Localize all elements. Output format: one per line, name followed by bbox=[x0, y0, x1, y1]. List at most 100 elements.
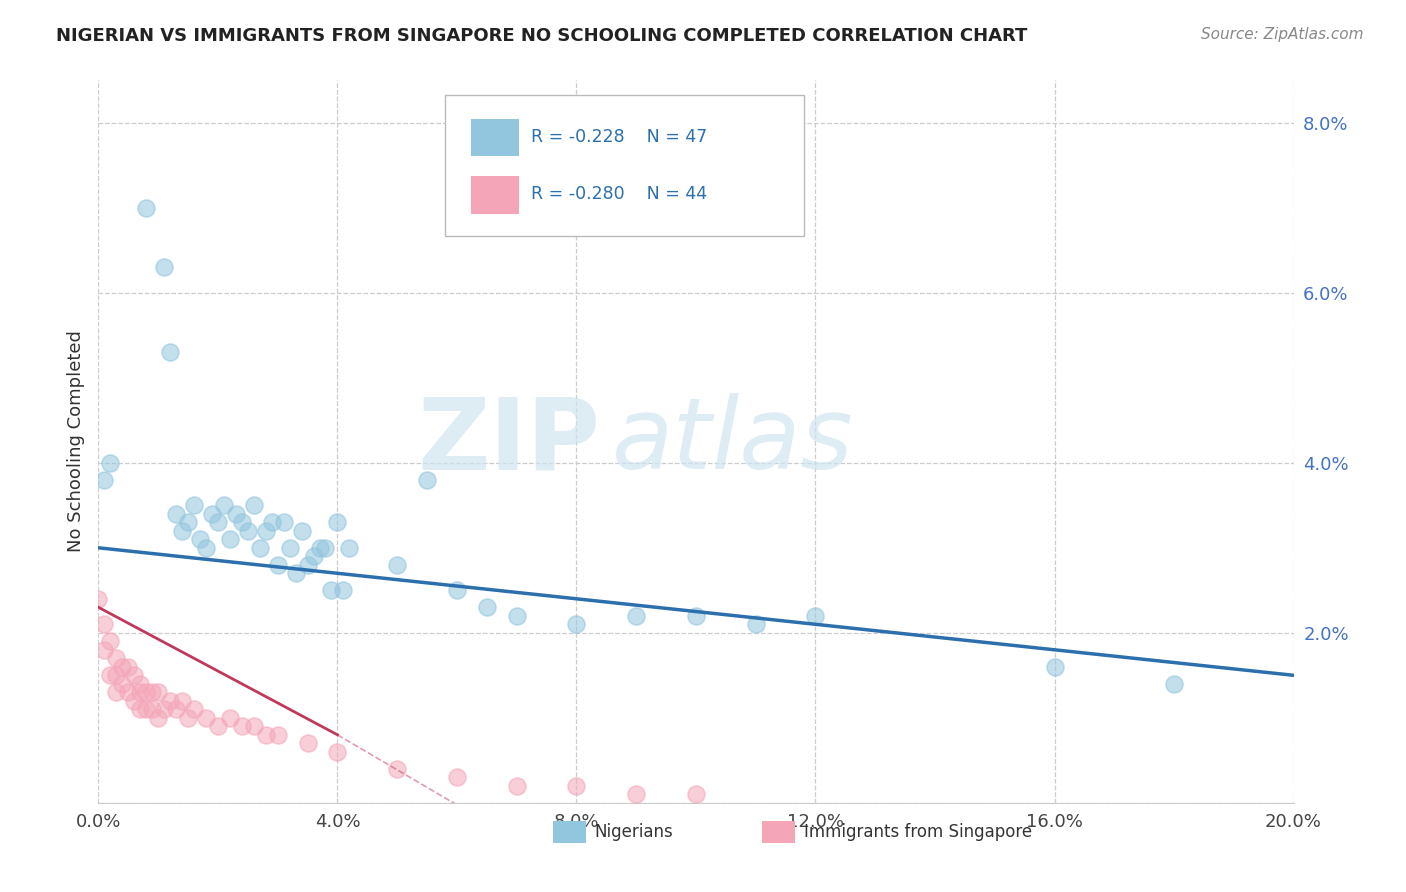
Text: atlas: atlas bbox=[613, 393, 853, 490]
Point bbox=[1043, 660, 1066, 674]
Point bbox=[297, 558, 319, 572]
Point bbox=[159, 694, 181, 708]
Point bbox=[188, 533, 211, 547]
Text: Immigrants from Singapore: Immigrants from Singapore bbox=[804, 822, 1032, 840]
Text: R = -0.280    N = 44: R = -0.280 N = 44 bbox=[531, 186, 707, 203]
Text: R = -0.228    N = 47: R = -0.228 N = 47 bbox=[531, 128, 707, 145]
Point bbox=[219, 711, 242, 725]
Point bbox=[243, 498, 266, 512]
Point bbox=[105, 668, 128, 682]
Point bbox=[135, 685, 157, 699]
Point bbox=[745, 617, 768, 632]
Point bbox=[129, 685, 152, 699]
Point bbox=[159, 345, 181, 359]
Point bbox=[565, 779, 588, 793]
Point bbox=[172, 694, 194, 708]
Point bbox=[195, 711, 218, 725]
Point bbox=[207, 516, 229, 530]
Point bbox=[93, 617, 115, 632]
Y-axis label: No Schooling Completed: No Schooling Completed bbox=[66, 331, 84, 552]
Point bbox=[207, 719, 229, 733]
Point bbox=[685, 787, 707, 801]
Point bbox=[302, 549, 325, 564]
Point bbox=[626, 787, 648, 801]
Point bbox=[135, 702, 157, 716]
Point bbox=[260, 516, 283, 530]
Point bbox=[148, 685, 170, 699]
Point bbox=[117, 685, 139, 699]
Point bbox=[446, 770, 468, 784]
Point bbox=[315, 541, 337, 555]
Point bbox=[236, 524, 259, 538]
Point bbox=[332, 583, 354, 598]
Point bbox=[105, 685, 128, 699]
Text: ZIP: ZIP bbox=[418, 393, 600, 490]
Point bbox=[1163, 677, 1185, 691]
Point bbox=[254, 524, 277, 538]
Point bbox=[212, 498, 235, 512]
Point bbox=[124, 694, 146, 708]
Point bbox=[117, 660, 139, 674]
Point bbox=[111, 677, 134, 691]
Point bbox=[124, 668, 146, 682]
FancyBboxPatch shape bbox=[553, 821, 586, 843]
Point bbox=[195, 541, 218, 555]
Point bbox=[165, 702, 187, 716]
Point bbox=[93, 473, 115, 487]
Point bbox=[385, 558, 409, 572]
FancyBboxPatch shape bbox=[446, 95, 804, 235]
Point bbox=[291, 524, 314, 538]
Point bbox=[267, 728, 290, 742]
Point bbox=[225, 507, 247, 521]
Point bbox=[321, 583, 343, 598]
Point bbox=[93, 642, 115, 657]
Point bbox=[475, 600, 498, 615]
Point bbox=[201, 507, 224, 521]
Point bbox=[98, 668, 122, 682]
Point bbox=[506, 779, 529, 793]
Point bbox=[177, 516, 200, 530]
Point bbox=[98, 456, 122, 470]
Point bbox=[172, 524, 194, 538]
Point bbox=[87, 591, 110, 606]
Point bbox=[416, 473, 439, 487]
Point bbox=[177, 711, 200, 725]
Point bbox=[385, 762, 409, 776]
Point bbox=[565, 617, 588, 632]
Point bbox=[506, 608, 529, 623]
Text: Nigerians: Nigerians bbox=[595, 822, 673, 840]
Point bbox=[231, 719, 253, 733]
Point bbox=[685, 608, 707, 623]
Point bbox=[446, 583, 468, 598]
Point bbox=[148, 711, 170, 725]
Point bbox=[141, 685, 163, 699]
Point bbox=[129, 702, 152, 716]
Point bbox=[111, 660, 134, 674]
FancyBboxPatch shape bbox=[762, 821, 796, 843]
Point bbox=[219, 533, 242, 547]
Point bbox=[243, 719, 266, 733]
Point bbox=[308, 541, 330, 555]
Point bbox=[135, 201, 157, 215]
Point bbox=[183, 702, 205, 716]
Text: Source: ZipAtlas.com: Source: ZipAtlas.com bbox=[1201, 27, 1364, 42]
Point bbox=[339, 541, 361, 555]
Point bbox=[183, 498, 205, 512]
Point bbox=[249, 541, 271, 555]
Point bbox=[165, 507, 187, 521]
Text: NIGERIAN VS IMMIGRANTS FROM SINGAPORE NO SCHOOLING COMPLETED CORRELATION CHART: NIGERIAN VS IMMIGRANTS FROM SINGAPORE NO… bbox=[56, 27, 1028, 45]
Point bbox=[153, 260, 176, 275]
Point bbox=[278, 541, 301, 555]
Point bbox=[105, 651, 128, 665]
Point bbox=[326, 745, 349, 759]
Point bbox=[129, 677, 152, 691]
Point bbox=[267, 558, 290, 572]
Point bbox=[141, 702, 163, 716]
FancyBboxPatch shape bbox=[471, 177, 519, 214]
Point bbox=[273, 516, 295, 530]
Point bbox=[254, 728, 277, 742]
Point bbox=[284, 566, 307, 581]
Point bbox=[153, 702, 176, 716]
Point bbox=[326, 516, 349, 530]
Point bbox=[98, 634, 122, 648]
